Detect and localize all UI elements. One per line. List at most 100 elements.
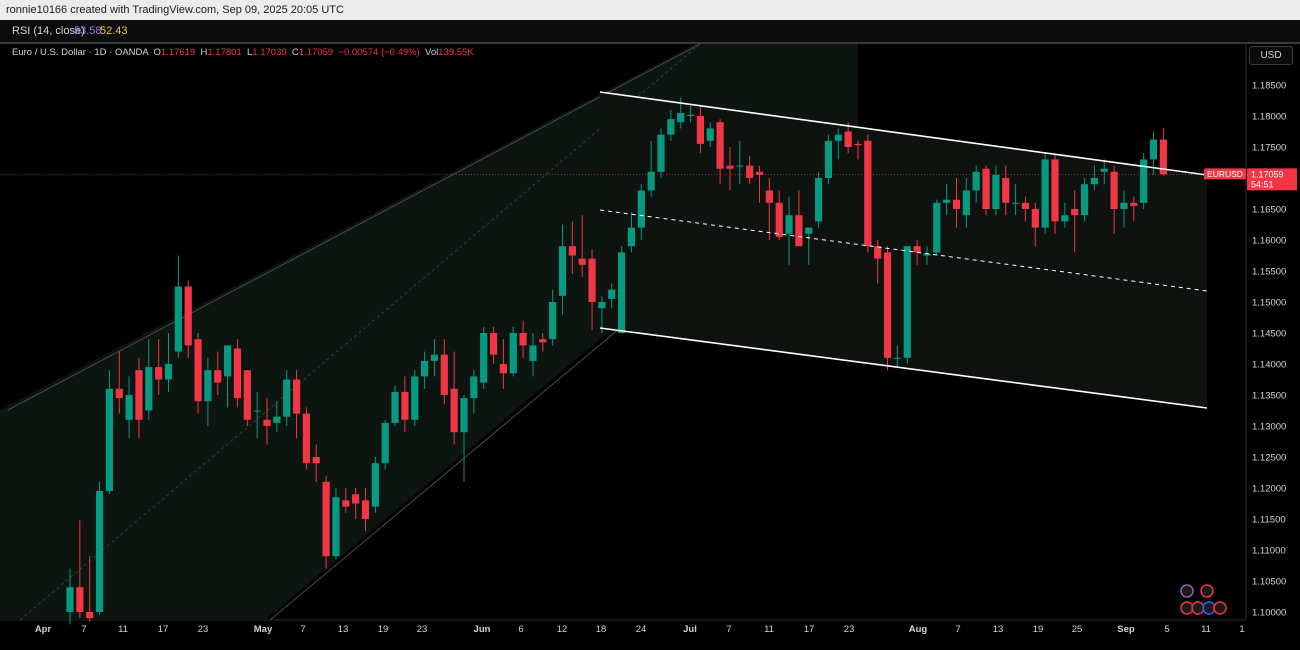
candle[interactable] [1061, 202, 1069, 228]
price-axis[interactable] [1246, 44, 1300, 650]
symbol-tag[interactable] [1204, 168, 1246, 180]
ascending-channel-mid-line[interactable] [19, 44, 701, 621]
candle[interactable] [686, 103, 695, 123]
candle[interactable] [283, 370, 291, 426]
candle[interactable] [578, 215, 586, 278]
candle[interactable] [509, 326, 517, 377]
candle[interactable] [558, 224, 567, 315]
candle[interactable] [1110, 165, 1118, 234]
candle[interactable] [233, 339, 242, 408]
candle[interactable] [588, 249, 596, 330]
candle[interactable] [775, 190, 783, 240]
candle[interactable] [164, 333, 173, 392]
candle[interactable] [214, 351, 222, 395]
candle[interactable] [1140, 153, 1148, 209]
candle[interactable] [1021, 196, 1030, 222]
pane-separator[interactable] [0, 42, 1300, 44]
candle[interactable] [972, 165, 980, 203]
candle[interactable] [421, 351, 429, 389]
candle[interactable] [539, 333, 547, 352]
candle[interactable] [1012, 184, 1020, 216]
candle[interactable] [1002, 165, 1010, 216]
candle[interactable] [844, 122, 852, 154]
candle[interactable] [755, 165, 764, 203]
legend-symbol[interactable]: Euro / U.S. Dollar · 1D · OANDA [12, 47, 149, 58]
candle[interactable] [155, 339, 163, 395]
descending-channel-lower-line[interactable] [599, 327, 1208, 409]
time-axis[interactable] [0, 620, 1300, 638]
last-price-tag[interactable] [1247, 168, 1297, 191]
candle[interactable] [726, 147, 734, 191]
candle[interactable] [115, 351, 123, 414]
candle[interactable] [746, 156, 754, 185]
candle[interactable] [1159, 128, 1167, 176]
candle[interactable] [411, 370, 419, 426]
candle[interactable] [943, 184, 951, 216]
candle[interactable] [647, 140, 655, 197]
candle[interactable] [470, 370, 478, 414]
candle[interactable] [618, 246, 626, 333]
candle[interactable] [982, 165, 990, 216]
candle[interactable] [371, 457, 379, 513]
candle[interactable] [815, 171, 823, 228]
candle[interactable] [145, 339, 153, 420]
candle[interactable] [342, 488, 350, 513]
candle[interactable] [135, 357, 143, 439]
candle[interactable] [430, 339, 439, 377]
candle[interactable] [667, 109, 675, 141]
candle[interactable] [95, 481, 104, 616]
candle[interactable] [736, 140, 744, 185]
ascending-channel-upper-line[interactable] [7, 44, 701, 411]
candle[interactable] [952, 178, 961, 228]
candle[interactable] [440, 339, 448, 405]
candle[interactable] [923, 246, 931, 265]
currency-button[interactable]: USD [1249, 46, 1293, 65]
candle[interactable] [263, 398, 271, 445]
candle[interactable] [962, 178, 970, 228]
candle[interactable] [1130, 196, 1138, 222]
candle[interactable] [903, 246, 911, 364]
candle[interactable] [1090, 165, 1098, 191]
candle[interactable] [352, 488, 360, 519]
descending-channel-upper-line[interactable] [599, 91, 1208, 176]
eu-flag-icon[interactable] [1202, 601, 1216, 615]
candle[interactable] [598, 295, 606, 333]
candle[interactable] [499, 339, 507, 389]
candle[interactable] [1041, 153, 1049, 234]
candle[interactable] [805, 227, 813, 265]
candle[interactable] [292, 370, 301, 439]
candle[interactable] [933, 199, 941, 256]
candle[interactable] [204, 357, 212, 426]
candle[interactable] [893, 345, 901, 368]
candle[interactable] [627, 212, 636, 253]
us-flag-icon[interactable] [1180, 601, 1194, 615]
us-flag-icon[interactable] [1200, 584, 1214, 598]
candle[interactable] [1080, 178, 1089, 222]
candle[interactable] [568, 221, 576, 275]
candle[interactable] [1031, 202, 1039, 247]
candle[interactable] [992, 165, 1000, 216]
candle[interactable] [854, 140, 862, 160]
candle[interactable] [696, 106, 704, 154]
candle[interactable] [913, 240, 921, 265]
candle[interactable] [529, 333, 537, 377]
candle[interactable] [450, 351, 458, 445]
candle[interactable] [1071, 190, 1079, 253]
candle[interactable] [824, 134, 833, 185]
candle[interactable] [519, 320, 527, 358]
candle[interactable] [224, 345, 232, 408]
candle[interactable] [361, 488, 370, 532]
us-flag-icon[interactable] [1191, 601, 1205, 615]
candle[interactable] [657, 128, 665, 178]
candle[interactable] [273, 401, 281, 433]
candle[interactable] [608, 283, 616, 309]
candle[interactable] [174, 255, 182, 358]
candle[interactable] [864, 134, 872, 253]
candle[interactable] [1120, 190, 1128, 228]
candle[interactable] [1051, 153, 1059, 234]
candle[interactable] [401, 376, 409, 433]
candle[interactable] [381, 419, 389, 470]
candle[interactable] [480, 326, 488, 389]
candle[interactable] [312, 444, 320, 482]
candle[interactable] [86, 556, 94, 622]
